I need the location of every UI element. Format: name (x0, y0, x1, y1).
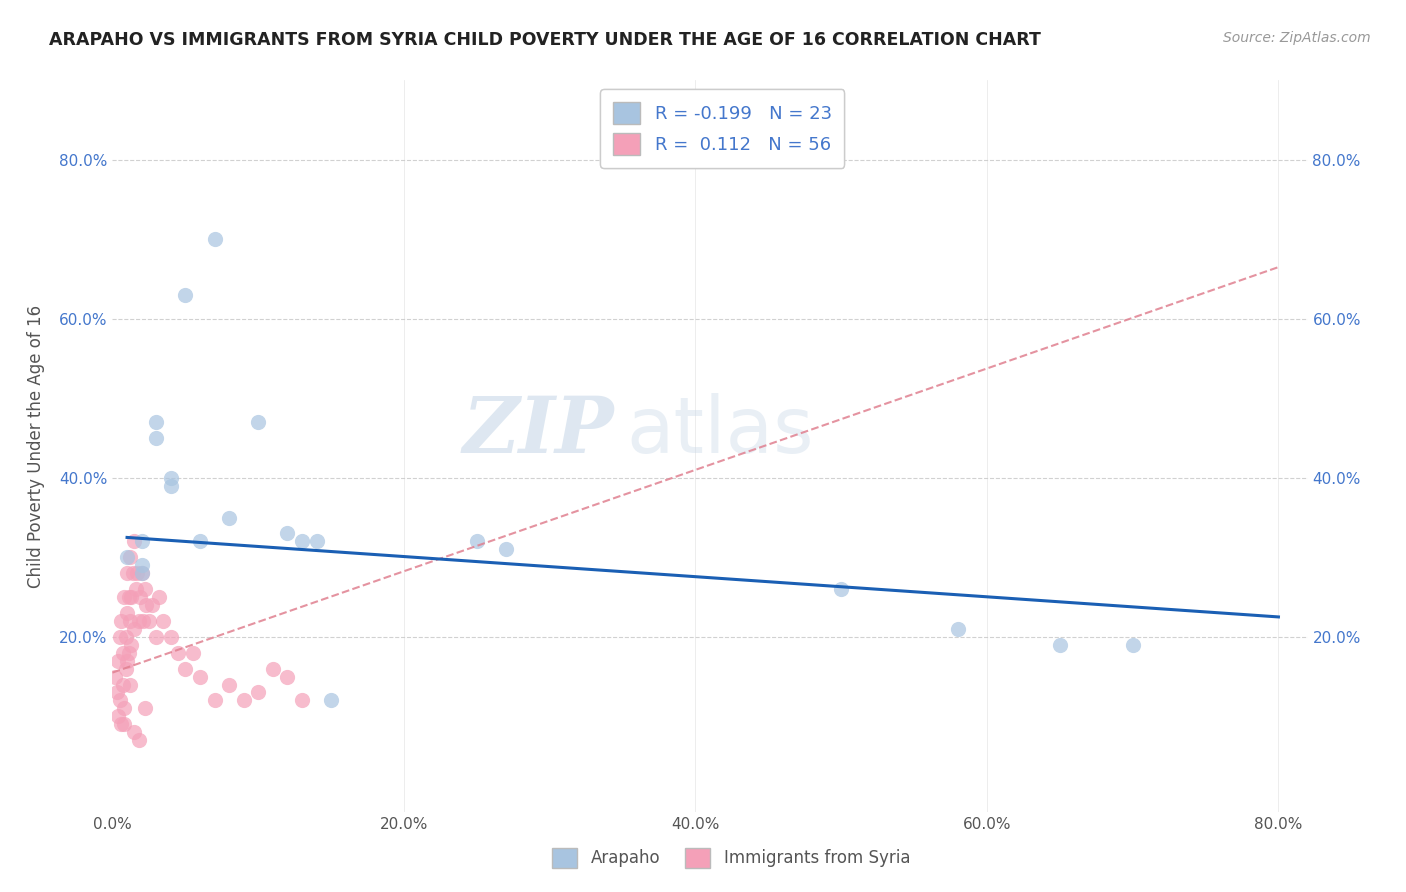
Point (115, 550, 138, 565)
Point (135, 598, 157, 612)
Point (118, 550, 141, 565)
Text: ARAPAHO VS IMMIGRANTS FROM SYRIA CHILD POVERTY UNDER THE AGE OF 16 CORRELATION C: ARAPAHO VS IMMIGRANTS FROM SYRIA CHILD P… (49, 31, 1040, 49)
Point (111, 677, 134, 691)
Point (112, 701, 135, 715)
Point (291, 693, 314, 707)
Point (188, 669, 211, 683)
Point (122, 566, 145, 581)
Point (131, 534, 153, 549)
Y-axis label: Child Poverty Under the Age of 16: Child Poverty Under the Age of 16 (27, 304, 45, 588)
Point (276, 669, 298, 683)
Point (465, 534, 488, 549)
Legend: Arapaho, Immigrants from Syria: Arapaho, Immigrants from Syria (546, 841, 917, 875)
Point (145, 431, 167, 445)
Point (124, 725, 146, 739)
Point (247, 685, 270, 699)
Point (1049, 638, 1071, 652)
Point (120, 638, 142, 652)
Point (145, 415, 167, 429)
Point (174, 288, 197, 302)
Point (112, 590, 135, 604)
Point (131, 566, 153, 581)
Point (118, 677, 141, 691)
Point (138, 614, 160, 628)
Point (115, 606, 138, 620)
Point (232, 693, 254, 707)
Point (141, 598, 163, 612)
Point (305, 534, 328, 549)
Point (115, 566, 138, 581)
Text: ZIP: ZIP (463, 393, 614, 469)
Point (148, 590, 170, 604)
Point (1122, 638, 1144, 652)
Point (118, 614, 141, 628)
Point (124, 622, 146, 636)
Point (107, 709, 129, 723)
Text: atlas: atlas (627, 393, 814, 469)
Point (112, 717, 135, 731)
Point (129, 590, 152, 604)
Point (218, 510, 240, 524)
Point (247, 415, 270, 429)
Point (114, 662, 136, 676)
Legend: R = -0.199   N = 23, R =  0.112   N = 56: R = -0.199 N = 23, R = 0.112 N = 56 (600, 89, 845, 168)
Point (188, 534, 211, 549)
Point (105, 685, 128, 699)
Point (159, 479, 181, 493)
Point (145, 630, 167, 644)
Point (204, 232, 226, 246)
Point (495, 542, 517, 557)
Point (125, 582, 148, 596)
Point (131, 558, 153, 573)
Point (127, 566, 149, 581)
Point (131, 566, 153, 581)
Point (132, 614, 155, 628)
Point (174, 662, 197, 676)
Point (159, 471, 181, 485)
Point (111, 646, 134, 660)
Point (134, 701, 156, 715)
Point (110, 614, 132, 628)
Point (262, 662, 284, 676)
Point (128, 614, 150, 628)
Point (108, 630, 131, 644)
Point (114, 630, 136, 644)
Point (124, 534, 146, 549)
Point (276, 526, 298, 541)
Point (204, 693, 226, 707)
Point (134, 582, 156, 596)
Point (107, 654, 129, 668)
Point (181, 646, 204, 660)
Point (218, 677, 240, 691)
Point (104, 669, 127, 683)
Point (152, 614, 174, 628)
Point (115, 654, 138, 668)
Point (128, 733, 150, 747)
Point (830, 582, 852, 596)
Point (946, 622, 969, 636)
Text: Source: ZipAtlas.com: Source: ZipAtlas.com (1223, 31, 1371, 45)
Point (319, 693, 342, 707)
Point (110, 717, 132, 731)
Point (108, 693, 131, 707)
Point (120, 590, 142, 604)
Point (117, 590, 139, 604)
Point (159, 630, 181, 644)
Point (167, 646, 190, 660)
Point (291, 534, 314, 549)
Point (117, 646, 139, 660)
